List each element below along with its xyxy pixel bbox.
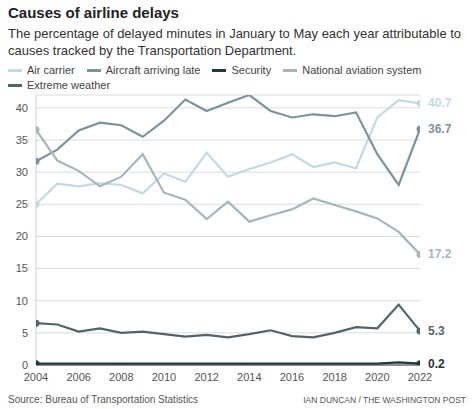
html-text:Causes of airline delays: Causes of airline delays [8,4,179,21]
html-text:Air carrier: Air carrier [27,64,75,76]
svg-text:2022: 2022 [408,371,432,383]
svg-text:2008: 2008 [109,371,133,383]
svg-text:5.3: 5.3 [428,324,445,338]
html-text:Extreme weather: Extreme weather [27,79,111,91]
svg-text:15: 15 [16,262,28,274]
svg-text:2012: 2012 [194,371,218,383]
svg-text:2014: 2014 [237,371,261,383]
html-text:National aviation system: National aviation system [302,64,422,76]
html-text:Source: Bureau of Transportati: Source: Bureau of Transportation Statist… [8,394,199,405]
html-text:Aircraft arriving late: Aircraft arriving late [105,64,201,76]
svg-text:35: 35 [16,134,28,146]
svg-text:30: 30 [16,166,28,178]
html-text:IAN DUNCAN / THE WASHINGTON PO: IAN DUNCAN / THE WASHINGTON POST [303,395,466,405]
html-text:The percentage of delayed minu: The percentage of delayed minutes in Jan… [8,26,462,58]
svg-text:17.2: 17.2 [428,247,452,261]
svg-text:20: 20 [16,230,28,242]
svg-text:2004: 2004 [24,371,48,383]
svg-text:2010: 2010 [152,371,176,383]
svg-text:5: 5 [22,327,28,339]
svg-text:2016: 2016 [280,371,304,383]
svg-text:10: 10 [16,295,28,307]
svg-text:0: 0 [22,359,28,371]
svg-text:2018: 2018 [322,371,346,383]
svg-text:36.7: 36.7 [428,122,452,136]
svg-text:40: 40 [16,102,28,114]
svg-text:0.2: 0.2 [428,357,445,371]
svg-text:2006: 2006 [66,371,90,383]
html-text:Security: Security [231,64,272,76]
svg-text:2020: 2020 [365,371,389,383]
svg-text:25: 25 [16,198,28,210]
svg-text:40.7: 40.7 [428,96,452,110]
